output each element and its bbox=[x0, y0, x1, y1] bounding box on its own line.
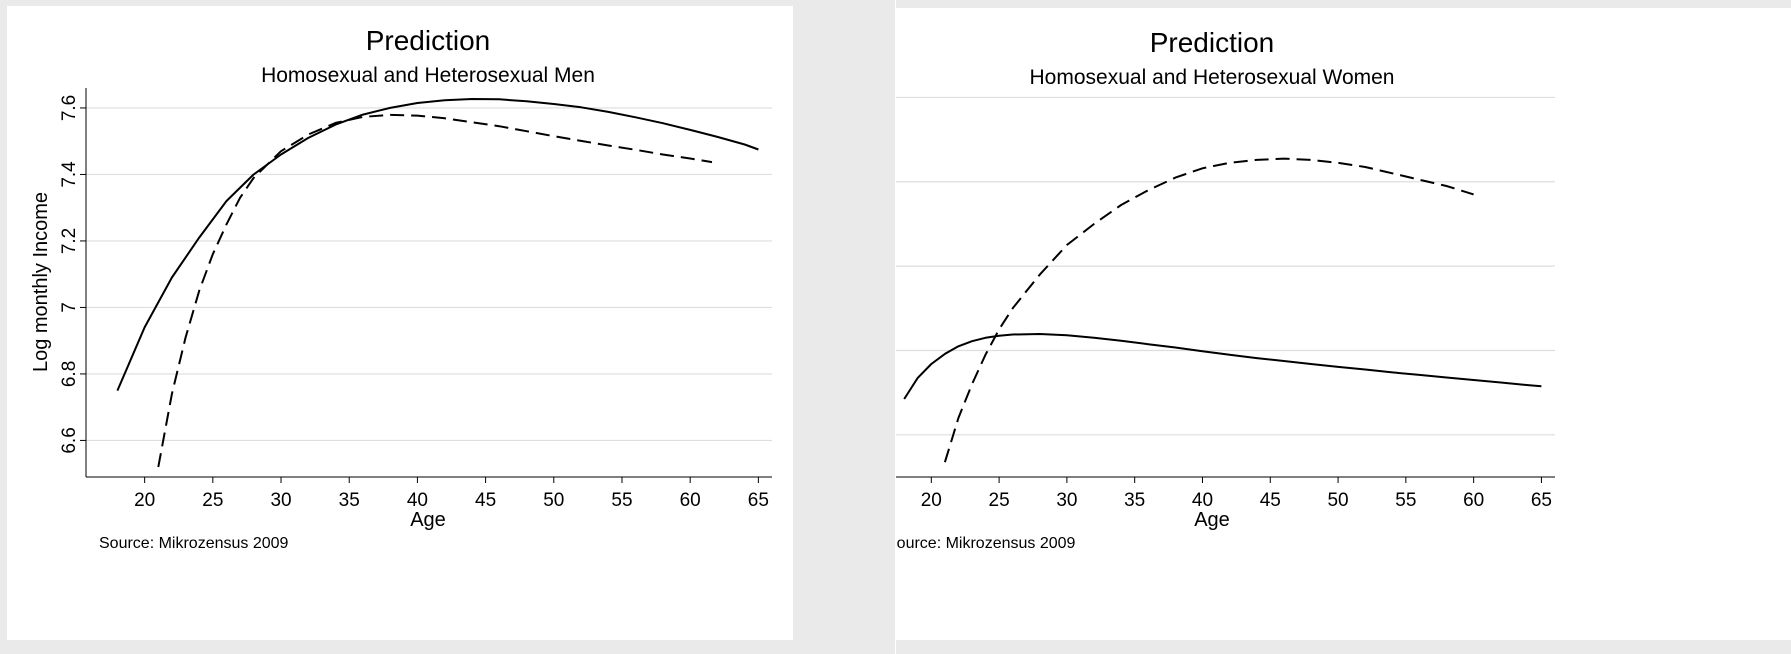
chart-title: Prediction bbox=[366, 25, 491, 56]
chart-panel-men: 6.6 6.8 7 7.2 7.4 7.6 20 25 30 35 40 45 50 55 60 65 Pred… bbox=[0, 0, 895, 654]
x-axis-label: Age bbox=[1194, 509, 1230, 531]
chart-women-svg: 6.877.27.47.620253035404550556065Predict… bbox=[896, 0, 1791, 654]
x-tick-label: 65 bbox=[748, 490, 769, 511]
chart-men-svg: 6.6 6.8 7 7.2 7.4 7.6 20 25 30 35 40 45 50 55 60 65 Pred… bbox=[0, 0, 895, 654]
y-tick-label: 6.6 bbox=[59, 427, 80, 453]
x-tick-label: 30 bbox=[270, 490, 291, 511]
source-note: Source: Mikrozensus 2009 bbox=[896, 535, 1076, 552]
x-tick-label: 65 bbox=[1531, 490, 1552, 511]
plot-area bbox=[86, 88, 772, 477]
x-tick-label: 30 bbox=[1056, 490, 1077, 511]
x-tick-label: 25 bbox=[202, 490, 223, 511]
plot-area bbox=[896, 89, 1555, 477]
chart-subtitle: Homosexual and Heterosexual Women bbox=[1030, 66, 1395, 89]
y-tick-label: 6.8 bbox=[59, 361, 80, 387]
x-axis-label: Age bbox=[410, 509, 446, 531]
x-tick-label: 60 bbox=[1463, 490, 1484, 511]
x-tick-label: 55 bbox=[1395, 490, 1416, 511]
x-tick-label: 20 bbox=[921, 490, 942, 511]
x-tick-label: 55 bbox=[611, 490, 632, 511]
x-tick-label: 60 bbox=[680, 490, 701, 511]
series-line-dashed bbox=[943, 157, 1474, 463]
series-line-dashed bbox=[157, 113, 713, 468]
x-tick-label: 50 bbox=[1327, 490, 1348, 511]
y-tick-label: 7.2 bbox=[59, 228, 80, 254]
x-tick-label: 50 bbox=[543, 490, 564, 511]
series-line-solid bbox=[903, 333, 1542, 400]
series-line-solid bbox=[116, 98, 759, 391]
x-tick-label: 40 bbox=[1192, 490, 1213, 511]
y-tick-label: 7 bbox=[59, 302, 80, 313]
source-note: Source: Mikrozensus 2009 bbox=[99, 535, 289, 552]
y-tick-label: 7.6 bbox=[59, 95, 80, 121]
chart-subtitle: Homosexual and Heterosexual Men bbox=[261, 64, 595, 87]
x-tick-label: 40 bbox=[407, 490, 428, 511]
x-tick-label: 35 bbox=[1124, 490, 1145, 511]
x-tick-label: 45 bbox=[475, 490, 496, 511]
y-tick-label: 7.4 bbox=[59, 161, 80, 188]
x-tick-label: 20 bbox=[134, 490, 155, 511]
y-axis-label: Log monthly Income bbox=[30, 192, 52, 372]
chart-title: Prediction bbox=[1150, 27, 1275, 58]
chart-panel-women: 6.877.27.47.620253035404550556065Predict… bbox=[896, 0, 1791, 654]
x-tick-label: 45 bbox=[1260, 490, 1281, 511]
x-tick-label: 25 bbox=[989, 490, 1010, 511]
x-tick-label: 35 bbox=[339, 490, 360, 511]
